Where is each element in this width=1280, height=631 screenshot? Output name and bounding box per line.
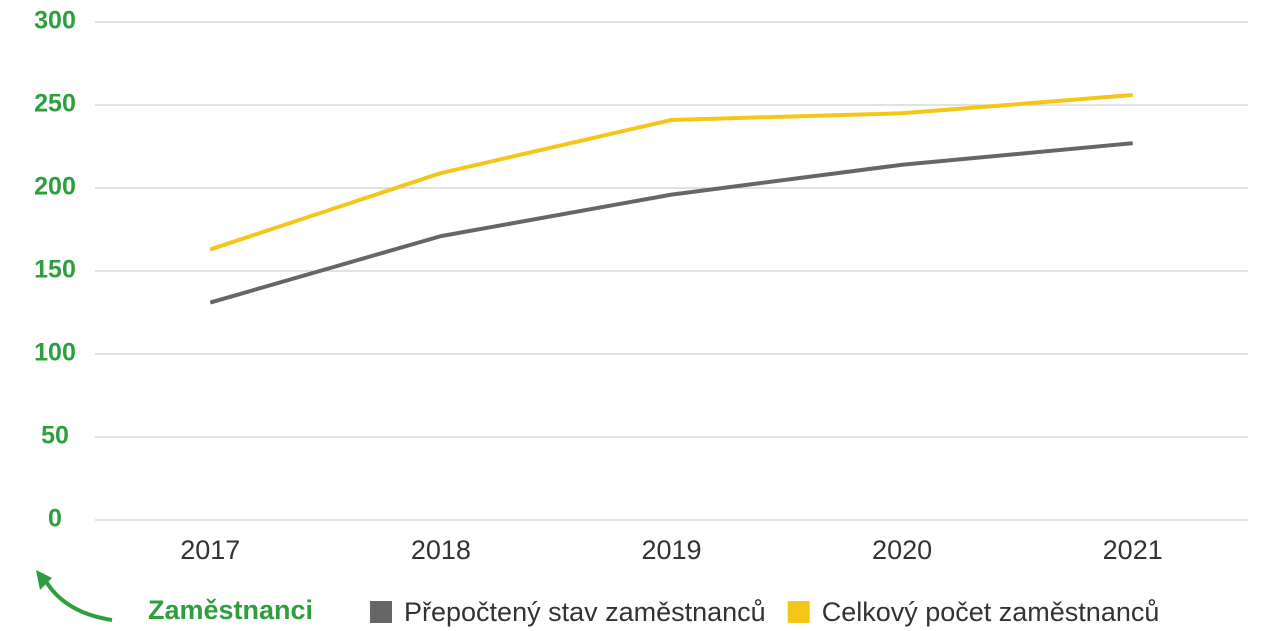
y-tick-label: 300 [34, 7, 76, 35]
legend-swatch [787, 601, 810, 623]
x-tick-label: 2018 [411, 535, 471, 565]
y-tick-label: 0 [48, 505, 62, 533]
x-tick-label: 2019 [641, 535, 701, 565]
legend-title: Zaměstnanci [148, 595, 313, 625]
x-tick-label: 2020 [872, 535, 932, 565]
legend-arrow-head [36, 570, 52, 590]
legend-label: Celkový počet zaměstnanců [822, 597, 1160, 627]
legend-arrow [40, 573, 113, 622]
x-tick-label: 2017 [180, 535, 240, 565]
y-tick-label: 250 [34, 90, 76, 118]
line-series [209, 141, 1133, 305]
y-tick-label: 100 [34, 339, 76, 367]
x-tick-label: 2021 [1103, 535, 1163, 565]
legend-swatch [370, 601, 392, 623]
y-tick-label: 50 [41, 422, 69, 450]
y-tick-label: 200 [34, 173, 76, 201]
legend-label: Přepočtený stav zaměstnanců [404, 597, 766, 627]
line-series [209, 93, 1133, 252]
y-tick-label: 150 [34, 256, 76, 284]
